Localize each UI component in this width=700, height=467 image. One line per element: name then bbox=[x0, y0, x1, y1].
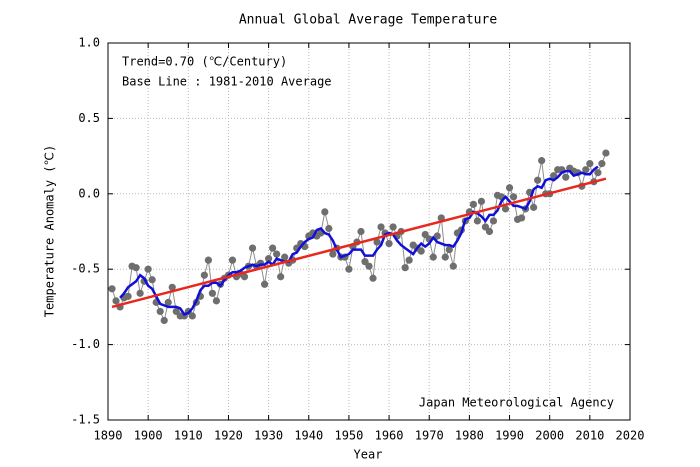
data-point bbox=[469, 200, 477, 208]
data-point bbox=[433, 232, 441, 240]
data-point bbox=[248, 244, 257, 252]
x-tick-label: 1930 bbox=[254, 429, 283, 443]
x-tick-label: 1970 bbox=[415, 429, 444, 443]
data-point bbox=[365, 262, 373, 270]
y-tick-label: -1.0 bbox=[71, 337, 100, 351]
data-point bbox=[112, 297, 120, 305]
plot-frame bbox=[107, 42, 631, 421]
x-tick-label: 1910 bbox=[174, 429, 203, 443]
data-point bbox=[389, 223, 397, 231]
data-point bbox=[228, 256, 237, 264]
data-point bbox=[148, 276, 156, 284]
data-point bbox=[517, 214, 526, 222]
data-point bbox=[385, 239, 393, 248]
x-tick-label: 2020 bbox=[616, 429, 645, 443]
y-tick-label: 0.5 bbox=[78, 111, 100, 125]
annotation: Base Line : 1981-2010 Average bbox=[122, 75, 332, 89]
data-point bbox=[321, 208, 329, 216]
plot bbox=[108, 149, 610, 325]
x-axis-label: Year bbox=[354, 448, 383, 462]
data-point bbox=[373, 238, 381, 246]
running-mean-line bbox=[119, 165, 599, 316]
data-point bbox=[208, 289, 216, 297]
data-point bbox=[509, 193, 518, 201]
data-point bbox=[594, 169, 602, 177]
y-tick-label: -0.5 bbox=[71, 262, 100, 276]
annotation: Trend=0.70 (℃/Century) bbox=[122, 55, 287, 69]
x-tick-label: 1890 bbox=[94, 429, 123, 443]
data-point bbox=[473, 217, 482, 225]
data-point bbox=[369, 274, 377, 282]
data-point bbox=[281, 253, 289, 261]
data-point bbox=[265, 255, 273, 263]
data-point bbox=[108, 285, 116, 293]
data-point bbox=[132, 264, 140, 272]
grid bbox=[107, 42, 631, 421]
data-point bbox=[357, 227, 365, 236]
x-tick-label: 1990 bbox=[495, 429, 524, 443]
data-point bbox=[401, 264, 409, 272]
data-point bbox=[485, 227, 494, 236]
x-tick-label: 1940 bbox=[294, 429, 323, 443]
x-tick-label: 1900 bbox=[134, 429, 163, 443]
y-axis-label: Temperature Anomaly (℃) bbox=[43, 145, 57, 317]
annotation: Japan Meteorological Agency bbox=[419, 396, 614, 410]
data-point bbox=[269, 244, 277, 252]
data-point bbox=[538, 157, 546, 165]
data-point bbox=[124, 292, 132, 300]
trend-line bbox=[111, 177, 607, 309]
data-point bbox=[534, 176, 542, 184]
data-point bbox=[445, 245, 453, 254]
y-tick-label: 0.0 bbox=[78, 186, 100, 200]
data-point bbox=[144, 265, 152, 273]
data-point bbox=[449, 262, 457, 270]
data-point bbox=[582, 166, 590, 174]
x-tick-label: 2000 bbox=[535, 429, 564, 443]
data-point bbox=[188, 312, 196, 320]
data-point bbox=[586, 160, 594, 168]
annual-line bbox=[111, 152, 607, 323]
data-point bbox=[598, 160, 606, 168]
data-point bbox=[501, 205, 510, 213]
data-point bbox=[212, 297, 221, 305]
data-point bbox=[602, 149, 610, 157]
data-point bbox=[200, 271, 208, 279]
data-point bbox=[429, 253, 437, 261]
chart-title: Annual Global Average Temperature bbox=[239, 13, 497, 28]
data-point bbox=[377, 223, 385, 231]
y-tick-label: 1.0 bbox=[78, 36, 100, 50]
data-point bbox=[505, 184, 514, 192]
x-tick-label: 1950 bbox=[334, 429, 363, 443]
data-point bbox=[345, 265, 353, 273]
data-point bbox=[261, 280, 269, 288]
data-point bbox=[405, 256, 413, 264]
data-point bbox=[417, 247, 425, 255]
data-point bbox=[325, 224, 333, 233]
data-point bbox=[156, 307, 164, 316]
data-point bbox=[530, 203, 538, 211]
data-point bbox=[562, 173, 570, 181]
data-point bbox=[329, 250, 337, 258]
data-point bbox=[240, 273, 249, 281]
x-tick-label: 1980 bbox=[455, 429, 484, 443]
data-point bbox=[168, 283, 176, 291]
data-point bbox=[489, 217, 498, 225]
x-tick-label: 1960 bbox=[375, 429, 404, 443]
data-point bbox=[164, 298, 172, 306]
x-tick-label: 2010 bbox=[575, 429, 604, 443]
y-tick-label: -1.5 bbox=[71, 413, 100, 427]
data-point bbox=[160, 316, 168, 325]
data-point bbox=[477, 197, 486, 205]
data-point bbox=[277, 273, 285, 281]
data-point bbox=[204, 256, 212, 264]
data-point bbox=[441, 253, 449, 261]
data-point bbox=[136, 289, 144, 297]
data-point bbox=[273, 250, 281, 258]
x-tick-label: 1920 bbox=[214, 429, 243, 443]
